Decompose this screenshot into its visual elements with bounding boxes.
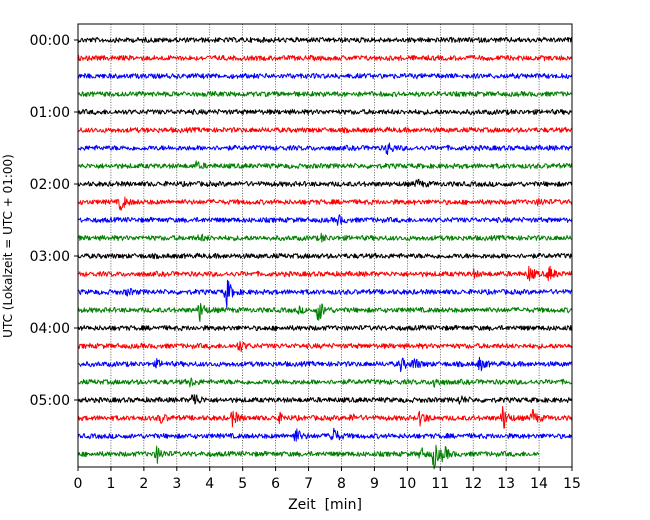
plot-frame	[77, 23, 573, 468]
x-axis-label: Zeit [min]	[288, 497, 362, 513]
y-tick-label-5: 05:00	[30, 393, 70, 409]
x-tick-label-5: 5	[238, 476, 247, 492]
trace-0345	[77, 302, 573, 323]
x-tick-label-14: 14	[530, 476, 548, 492]
x-tick-label-0: 0	[74, 476, 83, 492]
trace-0215	[77, 196, 573, 211]
trace-0300	[77, 252, 573, 260]
x-tick-label-10: 10	[398, 476, 416, 492]
y-axis-ticks: 00:00 01:00 02:00 03:00 04:00 05:00	[30, 33, 78, 409]
x-tick-label-9: 9	[370, 476, 379, 492]
x-tick-label-2: 2	[139, 476, 148, 492]
trace-0330	[77, 279, 573, 309]
trace-0500	[77, 394, 573, 405]
trace-0545	[77, 444, 540, 470]
x-gridlines	[110, 24, 540, 467]
trace-0045	[77, 90, 573, 98]
trace-0400	[77, 324, 573, 332]
x-tick-label-4: 4	[205, 476, 214, 492]
trace-0430	[77, 356, 573, 373]
trace-0100	[77, 108, 573, 116]
y-axis-label: UTC (Lokalzeit = UTC + 01:00)	[1, 154, 15, 338]
trace-0315	[77, 265, 573, 282]
y-tick-label-1: 01:00	[30, 105, 70, 121]
x-tick-label-6: 6	[271, 476, 280, 492]
trace-0200	[77, 178, 573, 188]
y-tick-label-3: 03:00	[30, 249, 70, 265]
trace-0515	[77, 405, 573, 429]
y-tick-label-0: 00:00	[30, 33, 70, 49]
trace-0145	[77, 160, 573, 170]
x-tick-label-3: 3	[172, 476, 181, 492]
x-tick-label-12: 12	[464, 476, 482, 492]
x-tick-label-1: 1	[106, 476, 115, 492]
trace-0015	[77, 54, 573, 62]
x-tick-label-13: 13	[497, 476, 515, 492]
seismic-traces	[77, 36, 573, 470]
trace-0115	[77, 126, 573, 134]
x-tick-label-15: 15	[563, 476, 581, 492]
y-tick-label-4: 04:00	[30, 321, 70, 337]
x-tick-label-7: 7	[304, 476, 313, 492]
trace-0030	[77, 72, 573, 80]
y-tick-label-2: 02:00	[30, 177, 70, 193]
trace-0000	[77, 36, 573, 44]
x-tick-label-8: 8	[337, 476, 346, 492]
trace-0130	[77, 142, 573, 156]
trace-0415	[77, 340, 573, 353]
trace-0530	[77, 427, 573, 442]
trace-0230	[77, 214, 573, 226]
trace-0245	[77, 232, 573, 243]
x-axis-ticks: 0 1 2 3 4 5 6 7 8 9 10 11 12 13 14 15	[74, 467, 581, 492]
x-tick-label-11: 11	[431, 476, 449, 492]
trace-0445	[77, 377, 573, 388]
